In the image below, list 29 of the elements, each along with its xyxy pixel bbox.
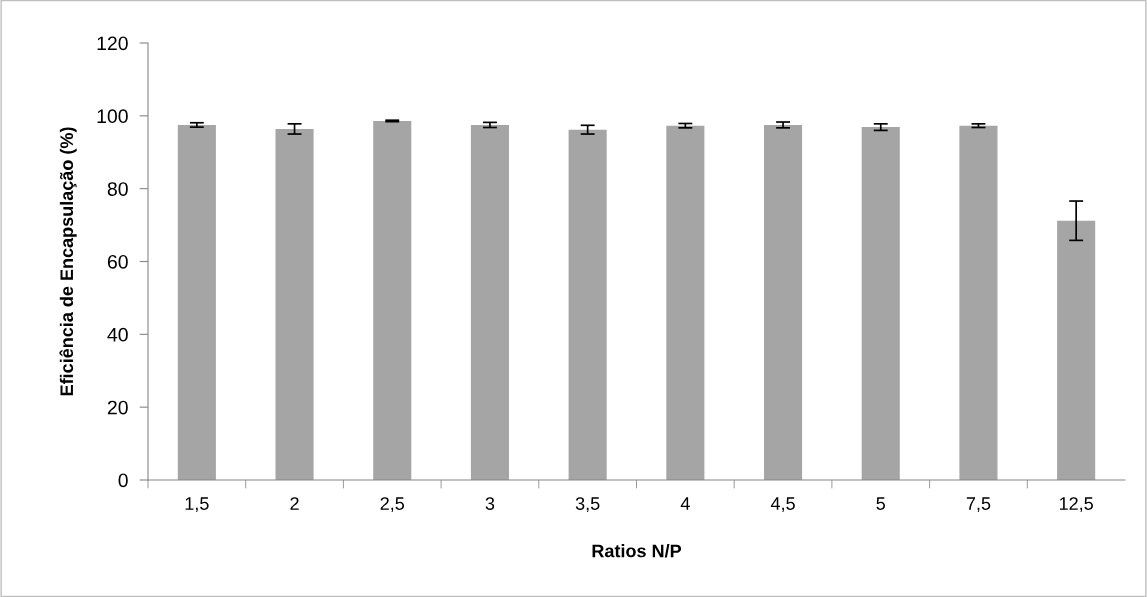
y-tick-label: 60 (107, 254, 128, 269)
y-tick-label: 20 (107, 400, 128, 415)
y-tick-label: 40 (107, 327, 128, 342)
bar (861, 127, 900, 480)
y-tick-label: 120 (97, 36, 128, 51)
bar (177, 124, 216, 480)
x-tick-label: 3,5 (575, 497, 600, 513)
x-tick-label: 12,5 (1059, 497, 1093, 513)
bar (959, 125, 998, 480)
bar (470, 124, 509, 480)
x-tick-label: 5 (876, 497, 886, 510)
bar (666, 125, 705, 480)
x-tick-label: 1,5 (185, 497, 209, 513)
bar (373, 120, 412, 480)
x-tick-label: 4,5 (770, 497, 795, 513)
x-tick-label: 2,5 (380, 497, 405, 513)
bar (764, 124, 803, 480)
y-axis-title: Eficiência de Encapsulação (%) (59, 127, 77, 396)
x-axis-title: Ratios N/P (592, 544, 682, 558)
y-tick-label: 100 (97, 109, 128, 124)
bar (568, 129, 607, 480)
x-tick-label: 2 (290, 497, 299, 510)
x-tick-label: 7,5 (966, 497, 991, 513)
bar (275, 128, 314, 480)
x-tick-label: 4 (680, 497, 690, 510)
y-tick-label: 0 (118, 473, 128, 488)
bar (1057, 220, 1096, 480)
x-tick-label: 3 (485, 497, 495, 510)
y-tick-label: 80 (107, 182, 128, 196)
